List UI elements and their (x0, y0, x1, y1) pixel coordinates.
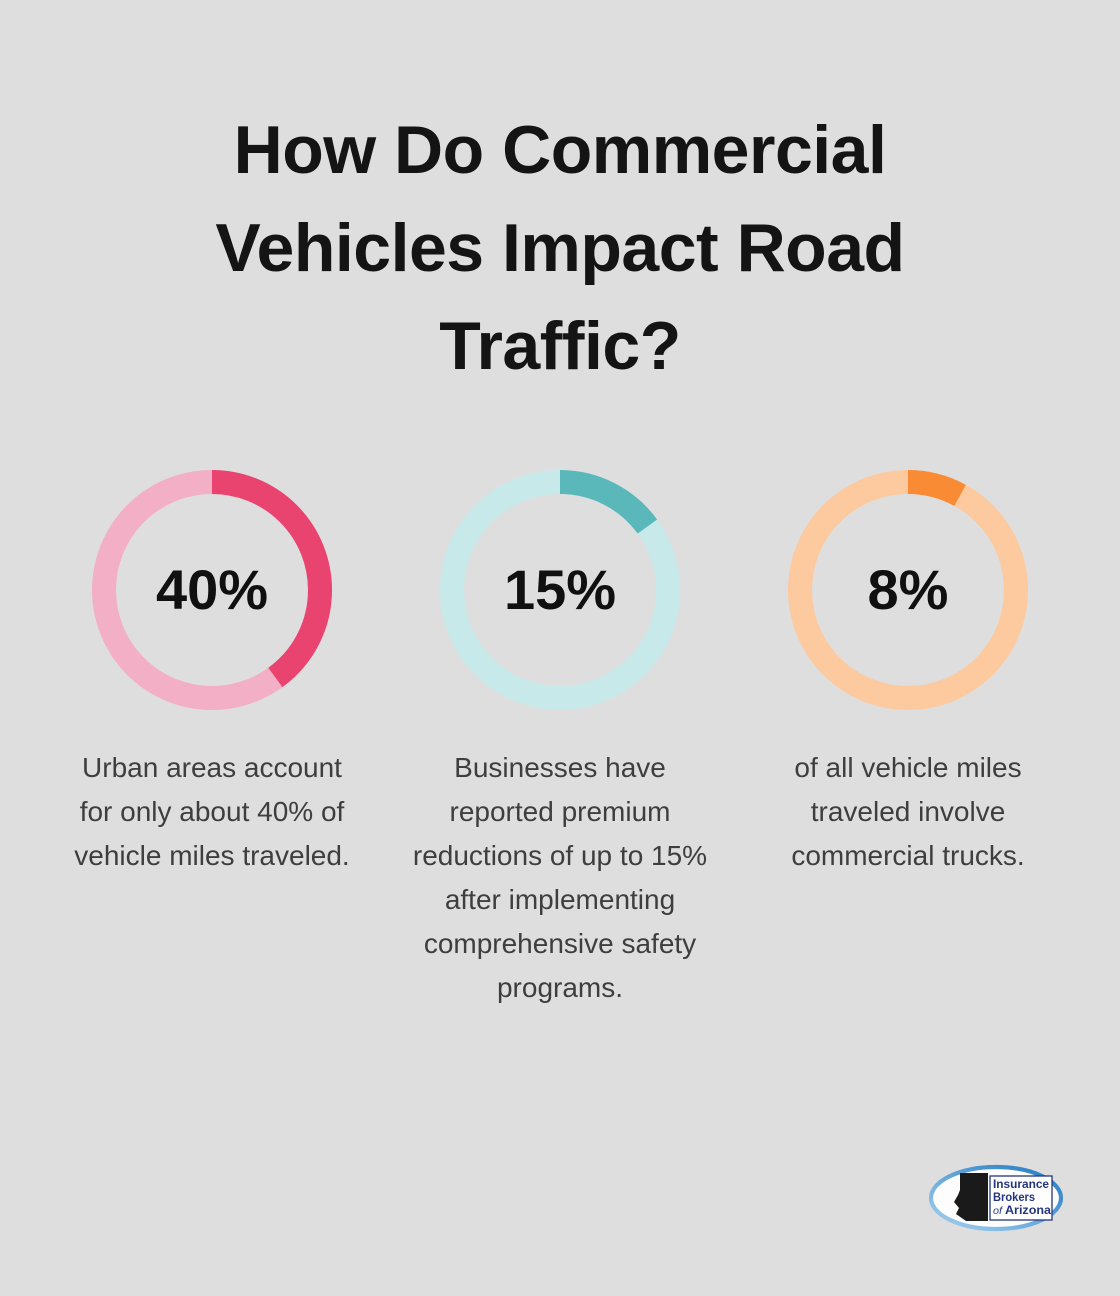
donut-svg (788, 469, 1028, 710)
donut-svg (92, 469, 332, 710)
logo-text-line2: Brokers (993, 1192, 1035, 1204)
stat-caption: of all vehicle miles traveled involve co… (791, 751, 1025, 871)
stat-column: 8% of all vehicle miles traveled involve… (734, 469, 1082, 1010)
donut-percent-label: 15% (503, 558, 617, 622)
logo-text-line1: Insurance (993, 1179, 1049, 1191)
stat-column: 40% Urban areas account for only about 4… (38, 469, 386, 1010)
logo-text-line3: Arizona (1005, 1205, 1052, 1217)
donut-percent-label: 8% (867, 558, 949, 622)
donut-percent-label: 40% (155, 558, 269, 622)
logo-text-of: of (993, 1206, 1003, 1217)
company-logo: Insurance Brokers of Arizona (928, 1164, 1064, 1232)
donut-chart: 15% (440, 469, 680, 710)
donut-svg (440, 469, 680, 710)
donut-value-arc (92, 469, 332, 710)
donut-chart: 8% (788, 469, 1028, 710)
arizona-state-icon (954, 1173, 988, 1221)
logo-text-box (989, 1175, 1053, 1221)
stat-caption: Businesses have reported premium reducti… (412, 751, 708, 1003)
donut-value-arc (788, 469, 1028, 710)
stat-caption: Urban areas account for only about 40% o… (74, 751, 350, 871)
stat-column: 15% Businesses have reported premium red… (386, 469, 734, 1010)
page-title: How Do Commercial Vehicles Impact Road T… (215, 112, 905, 384)
stats-row: 40% Urban areas account for only about 4… (38, 469, 1082, 1010)
donut-chart: 40% (92, 469, 332, 710)
donut-value-arc (440, 469, 680, 710)
